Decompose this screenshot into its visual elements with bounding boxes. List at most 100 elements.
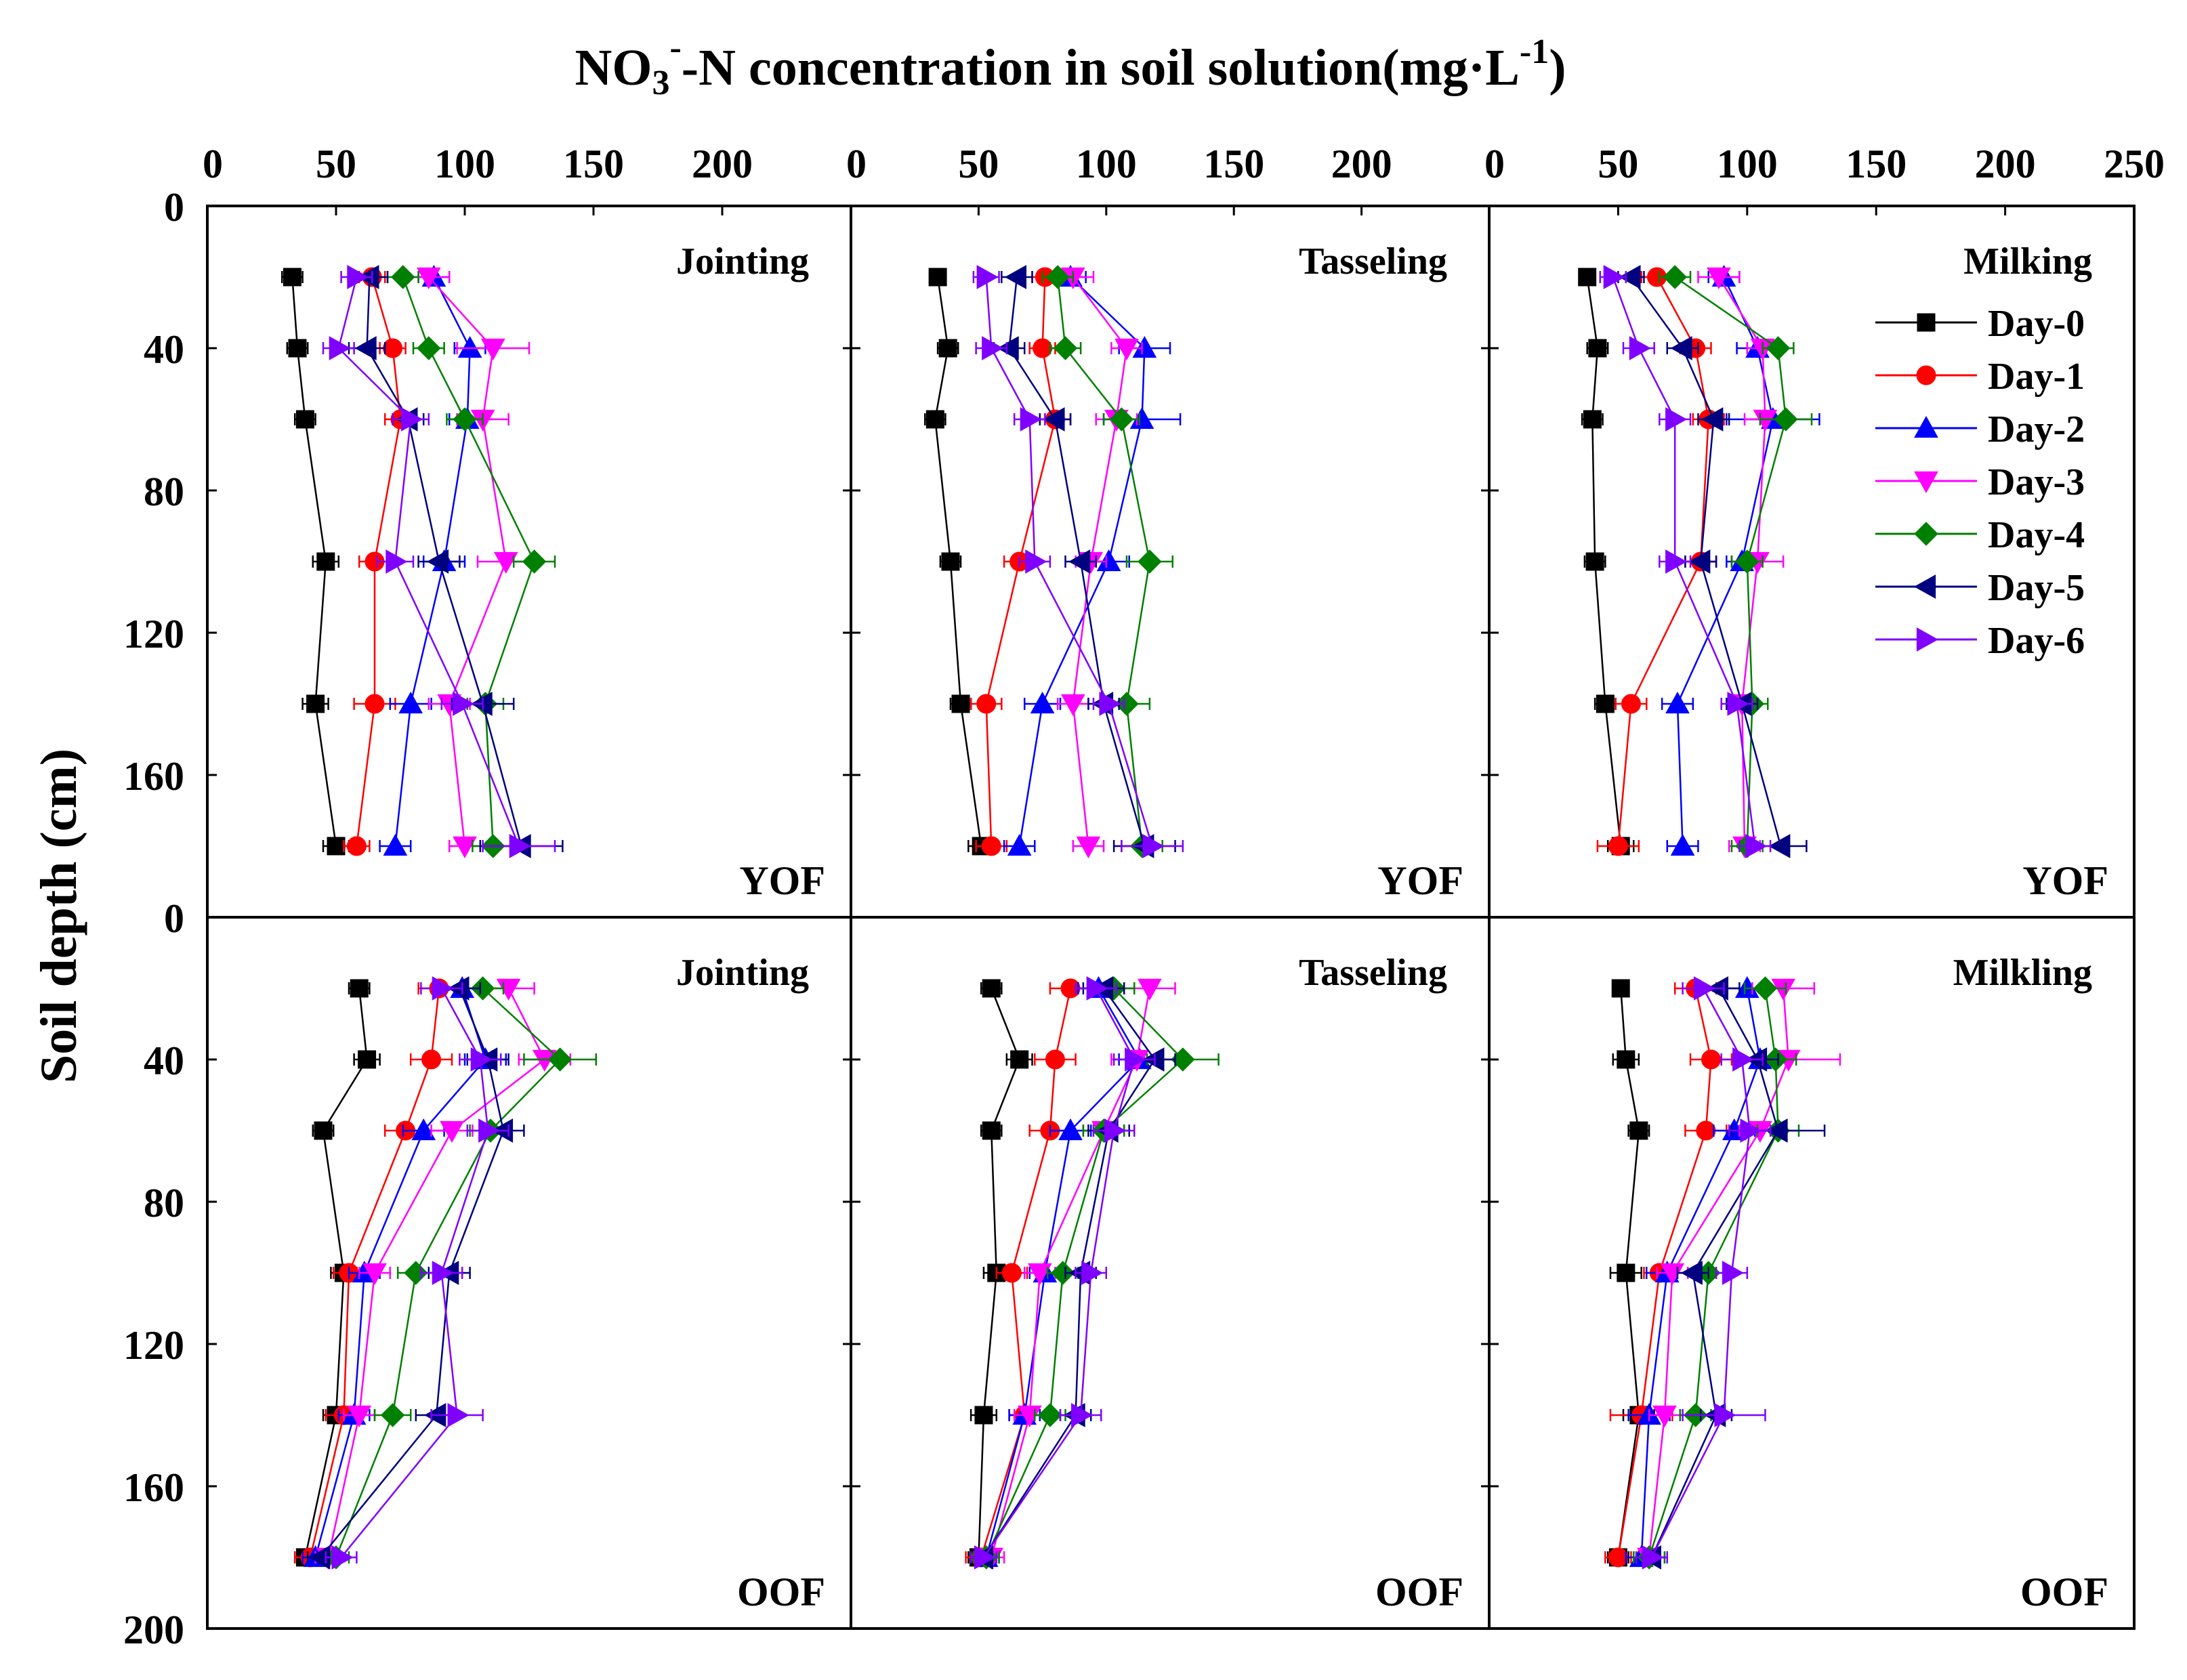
- legend: Day-0 Day-1 Day-2 Day-3 Day-4 Day-5 Day-6: [1875, 303, 2085, 662]
- data-point: [1642, 1545, 1664, 1570]
- data-point: [1068, 549, 1091, 574]
- data-point: [1680, 1261, 1703, 1285]
- data-point: [416, 267, 441, 290]
- panel-3: Milking YOF: [1488, 205, 2136, 919]
- y-tick-label: 120: [123, 612, 184, 656]
- data-point: [347, 1405, 372, 1428]
- data-point: [453, 407, 477, 432]
- panel-frame: [850, 916, 1491, 1630]
- series-line: [1648, 988, 1779, 1558]
- y-tick-label: 80: [144, 469, 184, 514]
- data-point: [417, 336, 441, 360]
- series-day-6: [970, 976, 1156, 1570]
- x-tick-label: 150: [1203, 142, 1264, 186]
- y-tick-label: 80: [144, 1181, 184, 1225]
- data-point: [354, 336, 377, 360]
- data-point: [1665, 407, 1688, 432]
- series-line: [1674, 276, 1787, 847]
- data-point: [1735, 549, 1759, 574]
- y-tick-label: 40: [144, 327, 184, 372]
- data-point: [982, 336, 1004, 360]
- legend-entry: Day-6: [1875, 620, 2085, 662]
- panel-4: Jointing OOF: [206, 916, 852, 1630]
- data-point: [1913, 574, 1936, 599]
- data-point: [383, 338, 403, 358]
- series-day-0: [924, 268, 995, 856]
- data-point: [1045, 1049, 1065, 1070]
- data-point: [522, 549, 547, 574]
- series-line: [314, 988, 486, 1558]
- legend-entry: Day-0: [1875, 303, 2085, 345]
- data-point: [1688, 549, 1711, 574]
- data-point: [1585, 552, 1604, 571]
- treatment-label: YOF: [739, 858, 825, 903]
- series-line: [1648, 988, 1789, 1558]
- series-line: [402, 276, 535, 847]
- data-point: [1081, 1261, 1104, 1285]
- data-point: [470, 976, 495, 1001]
- data-point: [283, 268, 301, 287]
- series-line: [320, 988, 505, 1558]
- data-point: [493, 551, 518, 574]
- treatment-label: YOF: [2022, 858, 2108, 903]
- data-point: [1753, 976, 1778, 1001]
- data-point: [1025, 549, 1047, 574]
- data-point: [982, 1121, 1001, 1140]
- series-day-3: [978, 978, 1176, 1570]
- x-tick-label: 50: [958, 142, 999, 186]
- data-point: [453, 692, 475, 716]
- data-point: [358, 1050, 377, 1069]
- y-tick-label: 160: [123, 754, 184, 799]
- legend-entry: Day-2: [1875, 408, 2085, 450]
- data-point: [941, 552, 960, 571]
- series-day-6: [972, 265, 1184, 858]
- data-point: [997, 336, 1019, 360]
- data-point: [316, 552, 335, 571]
- data-point: [391, 265, 415, 289]
- data-point: [1053, 336, 1078, 360]
- data-point: [1104, 1118, 1127, 1143]
- data-point: [1740, 1118, 1762, 1143]
- data-point: [1142, 834, 1165, 858]
- data-point: [1629, 1121, 1648, 1140]
- data-point: [346, 836, 367, 856]
- series-day-0: [280, 268, 350, 856]
- treatment-label: OOF: [1375, 1570, 1463, 1614]
- data-point: [1732, 1047, 1755, 1072]
- data-point: [1030, 691, 1055, 714]
- stage-label: Tasseling: [1299, 240, 1447, 282]
- y-tick-label: 0: [164, 185, 184, 230]
- treatment-label: YOF: [1377, 858, 1463, 903]
- series-line: [985, 988, 1184, 1558]
- panel-frame: [1488, 916, 2136, 1630]
- x-tick-label: 50: [1598, 142, 1638, 186]
- data-point: [314, 1121, 333, 1140]
- x-tick-label: 150: [1846, 142, 1907, 186]
- series-line: [337, 276, 520, 847]
- data-point: [364, 694, 385, 714]
- data-point: [1583, 410, 1602, 429]
- data-point: [1621, 694, 1641, 714]
- data-point: [1608, 1547, 1628, 1568]
- chart-title: NO3--N concentration in soil solution(mg…: [575, 28, 1566, 102]
- data-point: [1603, 265, 1625, 289]
- data-point: [1617, 1263, 1636, 1282]
- series-line: [1650, 988, 1751, 1558]
- data-point: [925, 410, 944, 429]
- data-point: [1914, 471, 1938, 494]
- stage-label: Jointing: [676, 952, 809, 994]
- y-axis-label: Soil depth (cm): [30, 749, 87, 1083]
- data-point: [401, 407, 423, 432]
- data-point: [1138, 549, 1162, 574]
- treatment-label: OOF: [2020, 1570, 2108, 1614]
- series-line: [1640, 988, 1762, 1558]
- legend-entry: Day-5: [1875, 567, 2085, 609]
- series-line: [985, 276, 1153, 847]
- data-point: [1768, 834, 1791, 858]
- data-point: [383, 833, 408, 856]
- series-line: [985, 276, 1056, 847]
- data-point: [1611, 979, 1630, 998]
- data-point: [398, 691, 423, 714]
- data-point: [1588, 339, 1607, 358]
- data-point: [1109, 407, 1134, 432]
